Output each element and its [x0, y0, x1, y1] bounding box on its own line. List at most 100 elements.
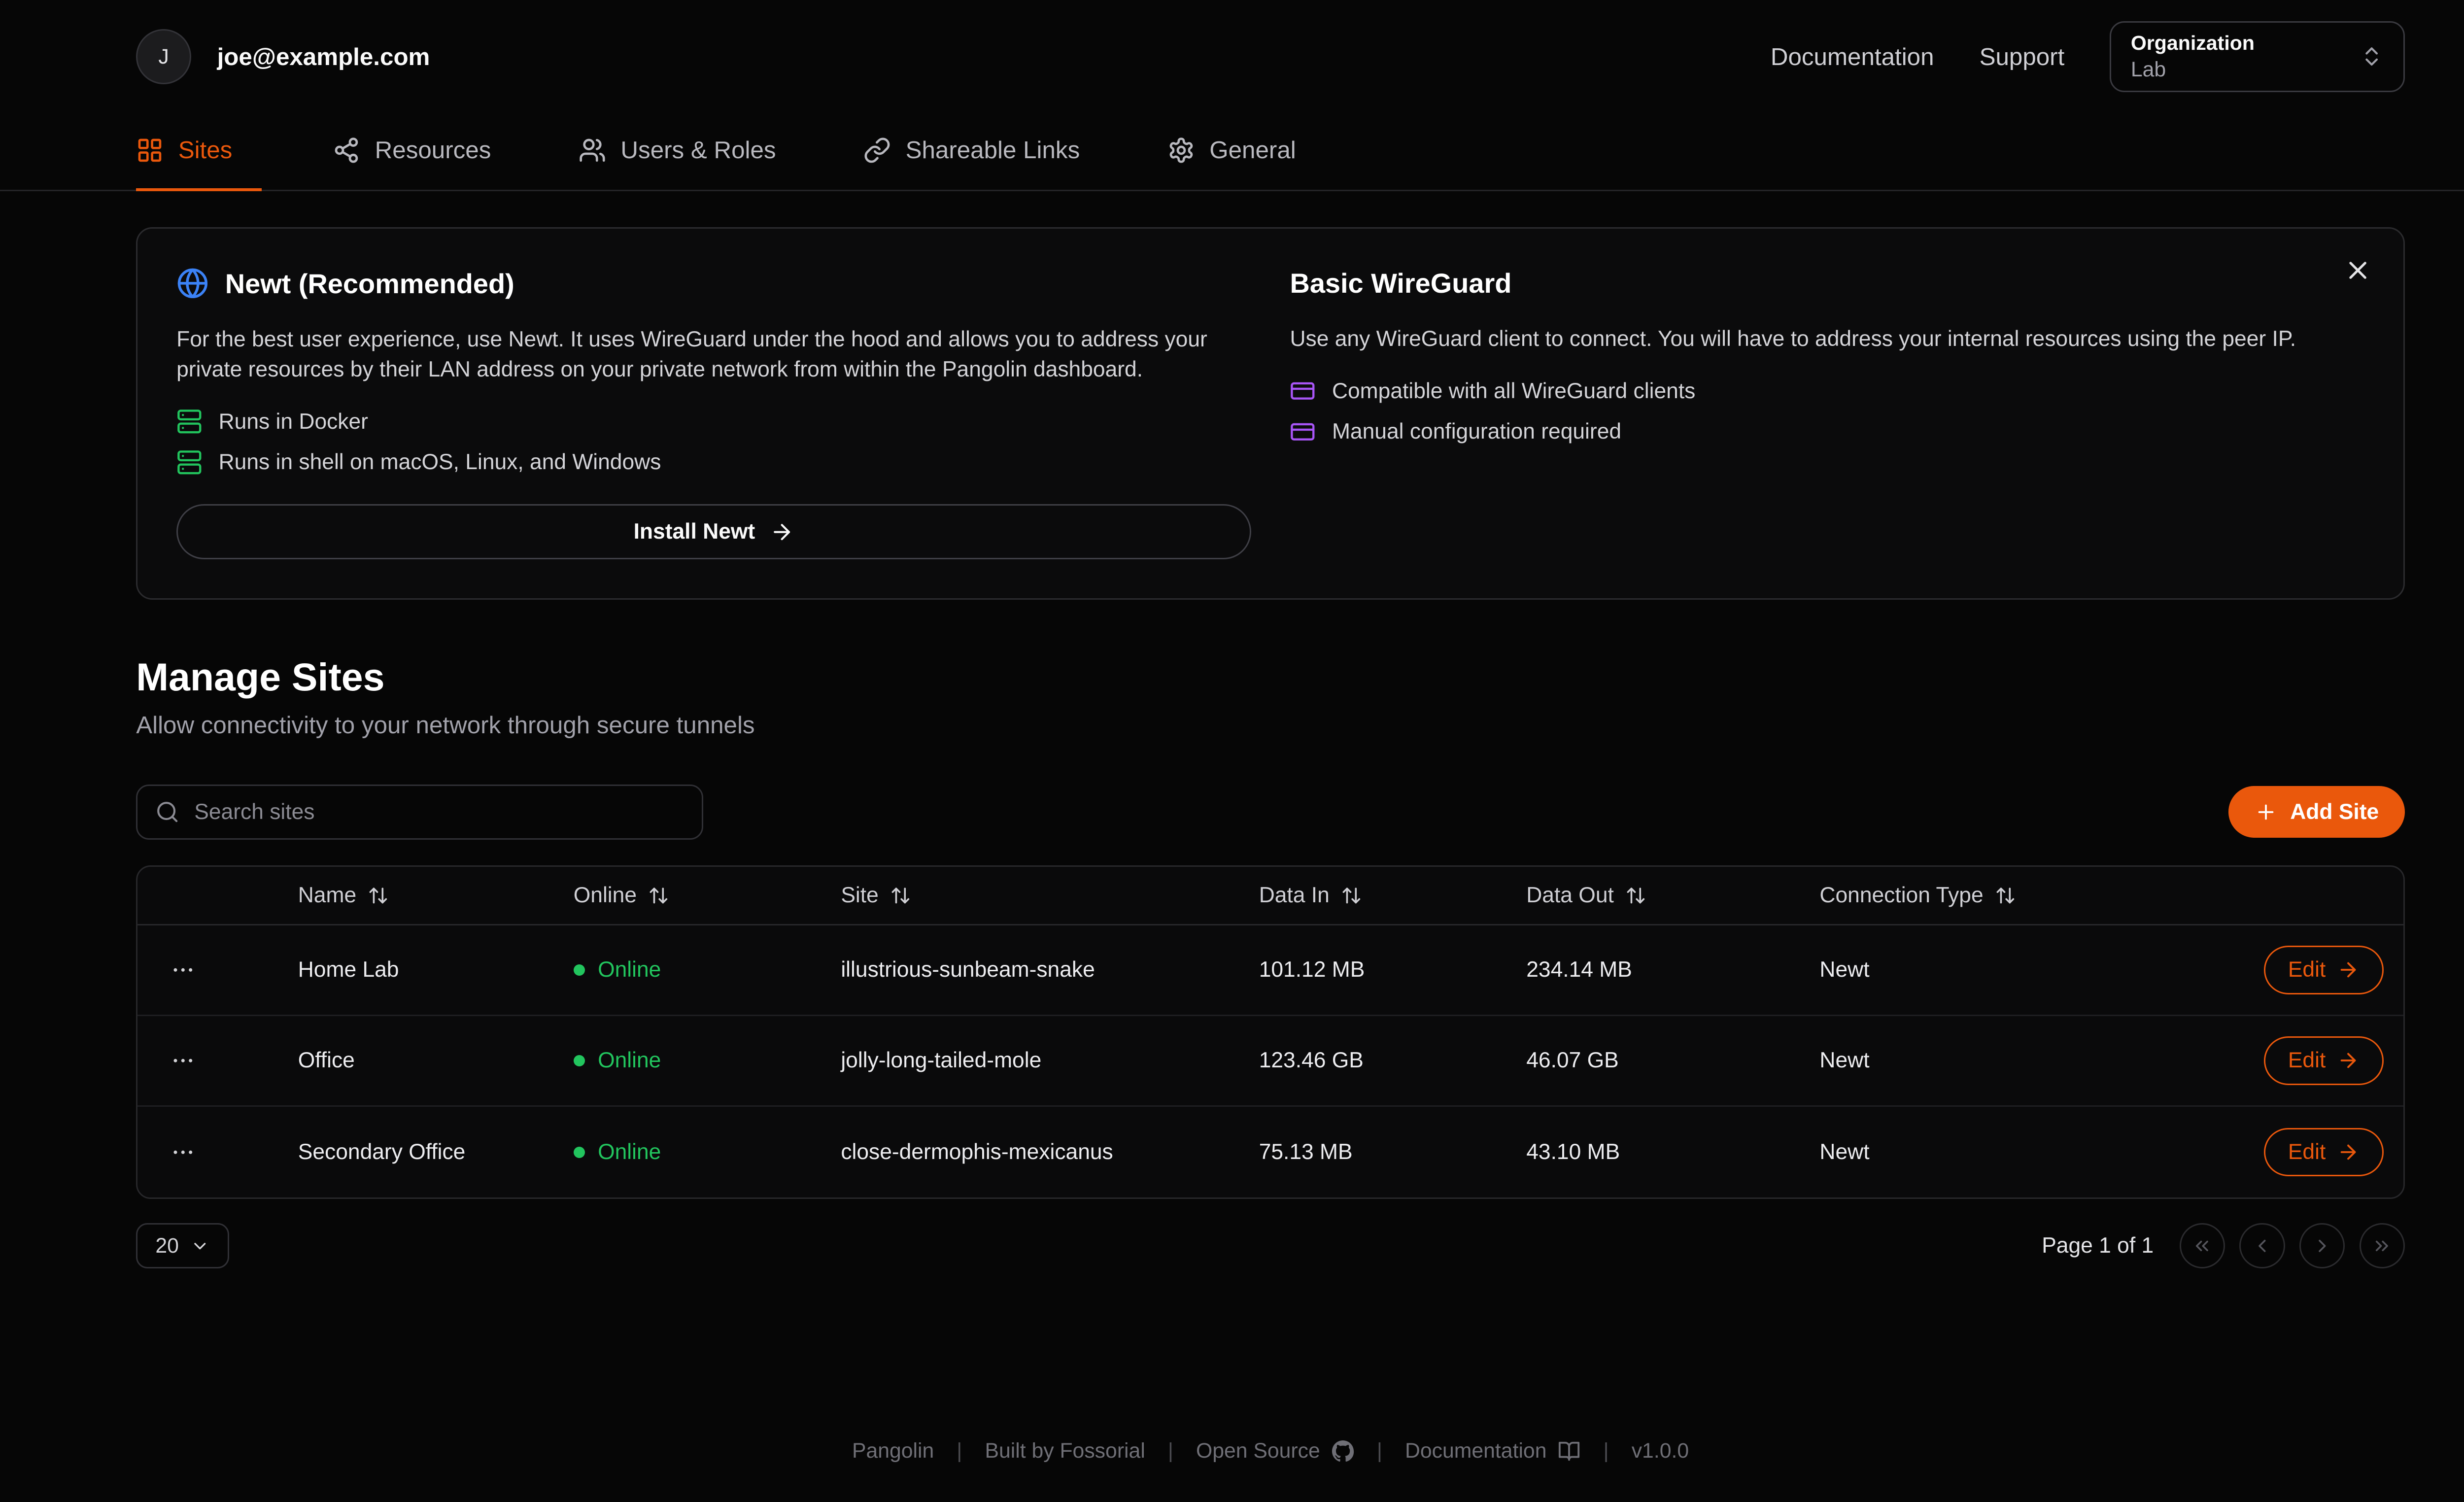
- organization-selector-text: Organization Lab: [2131, 32, 2255, 82]
- tab-resources[interactable]: Resources: [333, 126, 507, 191]
- install-newt-label: Install Newt: [633, 519, 755, 544]
- edit-button[interactable]: Edit: [2263, 1036, 2384, 1085]
- tab-users-roles[interactable]: Users & Roles: [579, 126, 792, 191]
- row-actions-cell: Edit: [2176, 1036, 2403, 1085]
- tab-sites[interactable]: Sites: [136, 126, 262, 192]
- newt-description: For the best user experience, use Newt. …: [176, 327, 1207, 381]
- connection-methods-card: Newt (Recommended) For the best user exp…: [136, 227, 2405, 600]
- avatar-initial: J: [158, 44, 169, 68]
- pagination-right: Page 1 of 1: [2042, 1223, 2405, 1269]
- tab-general[interactable]: General: [1167, 126, 1312, 191]
- table-row: Office Online jolly-long-tailed-mole 123…: [137, 1016, 2403, 1107]
- avatar[interactable]: J: [136, 29, 191, 84]
- site-data-in: 123.46 GB: [1259, 1048, 1364, 1073]
- edit-button[interactable]: Edit: [2263, 1127, 2384, 1177]
- footer-documentation-label: Documentation: [1405, 1439, 1547, 1463]
- column-header-site[interactable]: Site: [841, 883, 1259, 908]
- row-menu-button[interactable]: [164, 1133, 203, 1172]
- table-row: Home Lab Online illustrious-sunbeam-snak…: [137, 925, 2403, 1016]
- search-box: [136, 784, 704, 840]
- arrow-right-icon: [2340, 1144, 2356, 1160]
- site-data-in: 75.13 MB: [1259, 1140, 1353, 1164]
- search-input[interactable]: [194, 799, 684, 824]
- first-page-button[interactable]: [2179, 1223, 2225, 1269]
- site-name: Office: [298, 1048, 355, 1073]
- newt-feature-label: Runs in shell on macOS, Linux, and Windo…: [218, 449, 661, 474]
- tab-shareable-links[interactable]: Shareable Links: [863, 126, 1096, 191]
- column-label: Online: [573, 883, 637, 907]
- next-page-button[interactable]: [2299, 1223, 2345, 1269]
- column-header-connection-type[interactable]: Connection Type: [1819, 883, 2176, 908]
- newt-feature-label: Runs in Docker: [218, 409, 368, 434]
- row-menu-cell: [137, 951, 298, 990]
- card-icon: [1291, 382, 1315, 400]
- close-button[interactable]: [2343, 254, 2376, 287]
- footer-separator: |: [1167, 1439, 1173, 1463]
- chevron-left-icon: [2259, 1239, 2266, 1252]
- documentation-link[interactable]: Documentation: [1770, 43, 1934, 70]
- footer-documentation-link[interactable]: Documentation: [1405, 1439, 1580, 1463]
- wireguard-title: Basic WireGuard: [1290, 268, 1512, 299]
- online-dot-icon: [573, 1146, 585, 1158]
- footer-separator: |: [1603, 1439, 1609, 1463]
- row-menu-button[interactable]: [164, 1041, 203, 1080]
- arrow-right-icon: [773, 523, 790, 540]
- site-connection-type: Newt: [1819, 957, 1870, 982]
- wireguard-feature: Compatible with all WireGuard clients: [1290, 378, 2364, 404]
- page-size-select[interactable]: 20: [136, 1223, 229, 1269]
- row-actions-cell: Edit: [2176, 1127, 2403, 1177]
- site-slug: jolly-long-tailed-mole: [841, 1048, 1042, 1073]
- column-header-name[interactable]: Name: [298, 883, 574, 908]
- sort-icon: [1342, 887, 1360, 904]
- column-header-data-in[interactable]: Data In: [1259, 883, 1527, 908]
- app-header: J joe@example.com Documentation Support …: [0, 0, 2464, 110]
- table-body: Home Lab Online illustrious-sunbeam-snak…: [137, 925, 2403, 1197]
- site-status: Online: [573, 957, 841, 982]
- column-label: Connection Type: [1819, 883, 1984, 907]
- support-link[interactable]: Support: [1979, 43, 2065, 70]
- newt-feature: Runs in shell on macOS, Linux, and Windo…: [176, 449, 1251, 476]
- header-left: J joe@example.com: [136, 29, 430, 84]
- tab-users-roles-label: Users & Roles: [620, 137, 776, 164]
- column-header-online[interactable]: Online: [574, 883, 841, 908]
- sort-icon: [891, 887, 909, 904]
- column-label: Data Out: [1526, 883, 1614, 907]
- close-icon: [2349, 262, 2367, 279]
- add-site-button[interactable]: Add Site: [2228, 786, 2405, 838]
- wireguard-feature-label: Manual configuration required: [1332, 419, 1622, 444]
- footer-open-source-link[interactable]: Open Source: [1196, 1439, 1354, 1463]
- sites-table: Name Online Site Data In Data Out: [136, 865, 2405, 1199]
- add-site-label: Add Site: [2290, 799, 2379, 824]
- organization-selector-label: Organization: [2130, 31, 2255, 54]
- site-name: Home Lab: [298, 957, 399, 982]
- previous-page-button[interactable]: [2239, 1223, 2285, 1269]
- tab-shareable-links-label: Shareable Links: [905, 137, 1080, 164]
- row-menu-button[interactable]: [164, 951, 203, 990]
- organization-selector[interactable]: Organization Lab: [2110, 21, 2405, 93]
- sites-toolbar: Add Site: [136, 784, 2405, 840]
- install-newt-button[interactable]: Install Newt: [176, 504, 1251, 560]
- edit-label: Edit: [2288, 1140, 2326, 1164]
- ellipsis-icon: [173, 968, 193, 972]
- table-row: Secondary Office Online close-dermophis-…: [137, 1107, 2403, 1197]
- column-header-data-out[interactable]: Data Out: [1526, 883, 1819, 908]
- online-label: Online: [598, 1140, 661, 1164]
- footer-version: v1.0.0: [1631, 1439, 1689, 1463]
- chevrons-up-down-icon: [2365, 47, 2378, 66]
- last-page-button[interactable]: [2359, 1223, 2405, 1269]
- site-data-out: 46.07 GB: [1526, 1048, 1619, 1073]
- page-info: Page 1 of 1: [2042, 1233, 2154, 1258]
- main-content: Newt (Recommended) For the best user exp…: [136, 191, 2405, 1269]
- header-right: Documentation Support Organization Lab: [1771, 21, 2405, 93]
- edit-button[interactable]: Edit: [2263, 945, 2384, 994]
- user-email: joe@example.com: [217, 43, 430, 70]
- page-title: Manage Sites: [136, 655, 385, 699]
- column-label: Data In: [1259, 883, 1330, 907]
- edit-label: Edit: [2288, 957, 2326, 982]
- link-icon: [864, 137, 890, 163]
- arrow-right-icon: [2340, 1053, 2356, 1068]
- newt-title: Newt (Recommended): [225, 268, 514, 299]
- footer-separator: |: [1376, 1439, 1382, 1463]
- footer-separator: |: [957, 1439, 962, 1463]
